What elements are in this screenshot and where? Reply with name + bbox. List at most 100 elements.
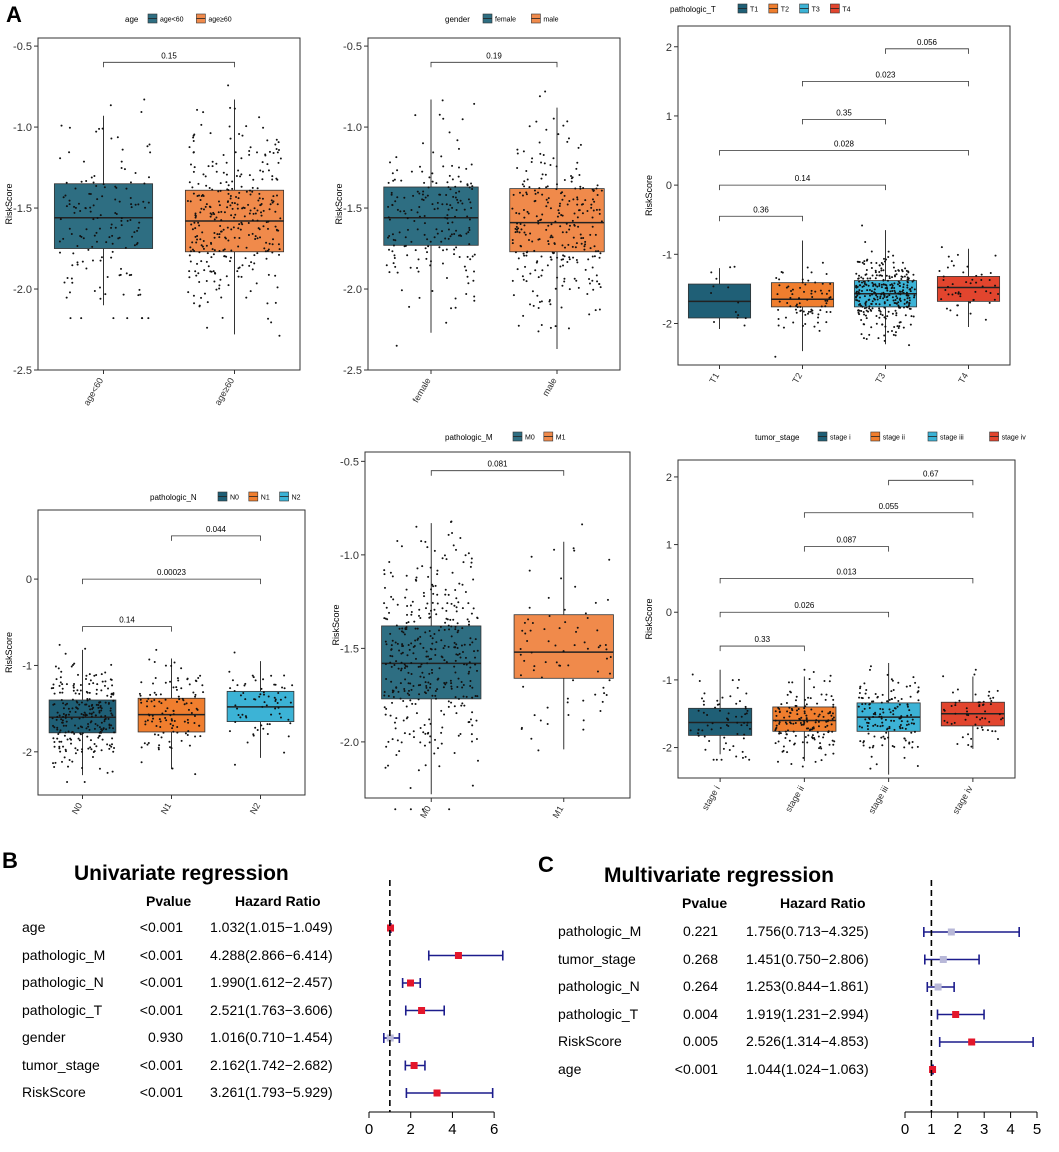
data-point	[799, 286, 802, 289]
data-point	[975, 274, 978, 277]
data-point	[806, 720, 809, 723]
data-point	[196, 238, 199, 241]
data-point	[247, 233, 250, 236]
data-point	[886, 728, 889, 731]
data-point	[412, 685, 415, 688]
data-point	[146, 719, 149, 722]
data-point	[111, 770, 114, 773]
data-point	[256, 187, 259, 190]
data-point	[205, 280, 208, 283]
data-point	[950, 704, 953, 707]
data-point	[147, 742, 150, 745]
data-point	[95, 673, 98, 676]
data-point	[783, 716, 786, 719]
data-point	[415, 712, 418, 715]
data-point	[400, 669, 403, 672]
data-point	[737, 314, 740, 317]
data-point	[447, 645, 450, 648]
data-point	[192, 151, 195, 154]
data-point	[452, 618, 455, 621]
data-point	[410, 661, 413, 664]
data-point	[545, 205, 548, 208]
data-point	[436, 232, 439, 235]
data-point	[817, 313, 820, 316]
data-point	[391, 204, 394, 207]
data-point	[789, 721, 792, 724]
forest-row-hr: 1.044(1.024−1.063)	[746, 1060, 869, 1077]
data-point	[85, 727, 88, 730]
data-point	[112, 750, 115, 753]
data-point	[120, 217, 123, 220]
data-point	[785, 733, 788, 736]
data-point	[442, 249, 445, 252]
data-point	[719, 727, 722, 730]
data-point	[880, 293, 883, 296]
data-point	[605, 648, 608, 651]
data-point	[61, 691, 64, 694]
data-point	[210, 242, 213, 245]
data-point	[100, 709, 103, 712]
data-point	[85, 267, 88, 270]
data-point	[877, 337, 880, 340]
data-point	[248, 153, 251, 156]
data-point	[208, 186, 211, 189]
data-point	[209, 215, 212, 218]
data-point	[902, 291, 905, 294]
data-point	[469, 637, 472, 640]
data-point	[442, 647, 445, 650]
data-point	[62, 745, 65, 748]
data-point	[868, 333, 871, 336]
data-point	[555, 661, 558, 664]
data-point	[994, 284, 997, 287]
data-point	[151, 720, 154, 723]
data-point	[59, 729, 62, 732]
data-point	[562, 650, 565, 653]
data-point	[967, 733, 970, 736]
data-point	[581, 203, 584, 206]
data-point	[100, 749, 103, 752]
data-point	[595, 187, 598, 190]
data-point	[126, 317, 129, 320]
data-point	[571, 245, 574, 248]
data-point	[237, 275, 240, 278]
data-point	[600, 220, 603, 223]
data-point	[906, 714, 909, 717]
data-point	[238, 191, 241, 194]
data-point	[875, 763, 878, 766]
data-point	[400, 661, 403, 664]
y-tick-label: -0.5	[343, 41, 362, 53]
data-point	[560, 306, 563, 309]
data-point	[906, 284, 909, 287]
data-point	[825, 321, 828, 324]
data-point	[898, 306, 901, 309]
data-point	[812, 670, 815, 673]
data-point	[429, 264, 432, 267]
data-point	[256, 219, 259, 222]
data-point	[466, 215, 469, 218]
data-point	[387, 694, 390, 697]
data-point	[422, 198, 425, 201]
data-point	[455, 597, 458, 600]
data-point	[539, 219, 542, 222]
data-point	[523, 621, 526, 624]
data-point	[436, 569, 439, 572]
data-point	[101, 127, 104, 130]
data-point	[197, 676, 200, 679]
data-point	[251, 674, 254, 677]
data-point	[456, 622, 459, 625]
data-point	[979, 718, 982, 721]
data-point	[164, 664, 167, 667]
data-point	[465, 232, 468, 235]
data-point	[410, 611, 413, 614]
data-point	[71, 760, 74, 763]
data-point	[969, 312, 972, 315]
data-point	[65, 181, 68, 184]
data-point	[886, 279, 889, 282]
data-point	[523, 231, 526, 234]
data-point	[151, 714, 154, 717]
data-point	[166, 707, 169, 710]
data-point	[559, 265, 562, 268]
forest-row-pvalue: <0.001	[139, 1084, 183, 1100]
data-point	[805, 718, 808, 721]
data-point	[873, 291, 876, 294]
